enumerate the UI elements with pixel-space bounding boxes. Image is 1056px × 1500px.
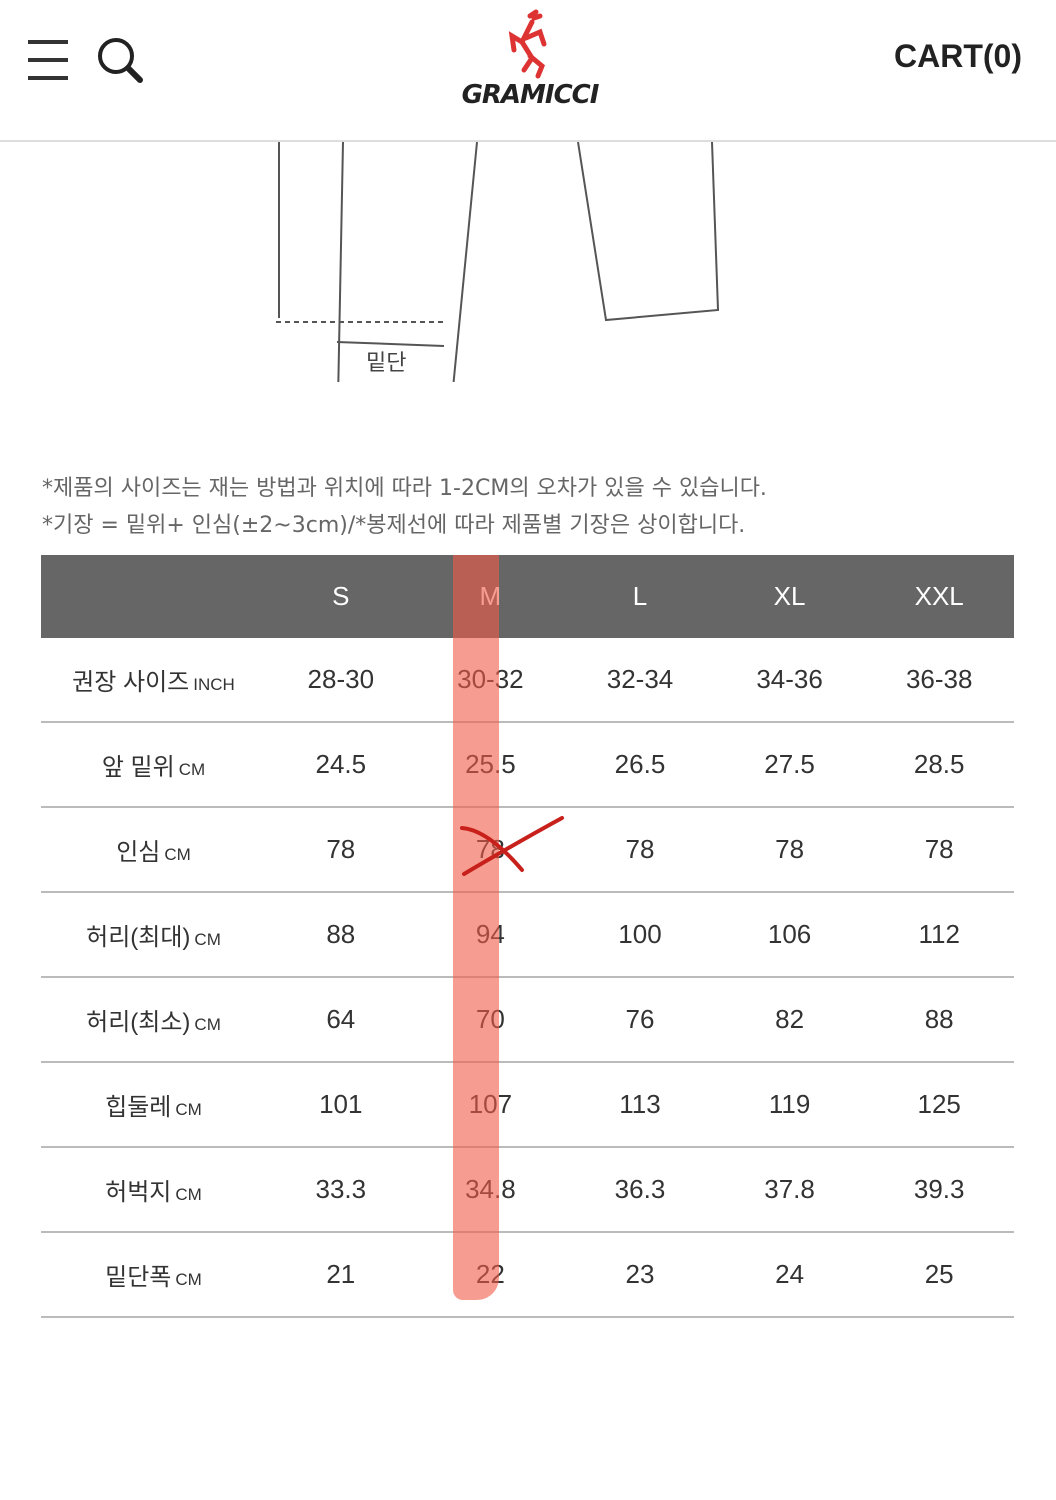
column-header: XL xyxy=(714,555,865,638)
row-label: 허리(최소) CM xyxy=(41,977,266,1063)
size-cell: 27.5 xyxy=(714,722,865,808)
row-unit: CM xyxy=(194,1015,221,1034)
row-label-text: 앞 밑위 xyxy=(101,754,175,781)
size-cell: 28-30 xyxy=(266,638,416,723)
row-label-text: 밑단폭 xyxy=(105,1264,172,1291)
size-cell: 119 xyxy=(714,1062,865,1148)
size-cell: 23 xyxy=(565,1232,715,1318)
site-header: GRAMICCI CART(0) xyxy=(0,0,1056,142)
size-cell: 24 xyxy=(714,1232,865,1318)
size-cell: 78 xyxy=(565,807,715,893)
row-label: 권장 사이즈 INCH xyxy=(41,638,266,723)
size-cell: 101 xyxy=(266,1062,416,1148)
cross-mark-annotation xyxy=(460,816,564,876)
row-label: 허벅지 CM xyxy=(41,1147,266,1233)
running-man-logo-icon xyxy=(508,9,547,79)
size-cell: 21 xyxy=(266,1232,416,1318)
size-cell: 33.3 xyxy=(266,1147,416,1233)
row-label-text: 힙둘레 xyxy=(105,1094,172,1121)
size-cell: 78 xyxy=(714,807,865,893)
row-label: 밑단폭 CM xyxy=(41,1232,266,1318)
size-cell: 36-38 xyxy=(864,638,1014,723)
row-label-text: 허리(최대) xyxy=(86,924,191,951)
size-cell: 39.3 xyxy=(864,1147,1014,1233)
hem-label: 밑단 xyxy=(366,351,406,376)
table-row: 힙둘레CM101107113119125 xyxy=(41,1062,1014,1148)
logo-text: GRAMICCI xyxy=(461,80,600,110)
row-unit: CM xyxy=(175,1185,202,1204)
row-label: 앞 밑위 CM xyxy=(41,722,266,808)
size-cell: 36.3 xyxy=(565,1147,715,1233)
size-cell: 88 xyxy=(864,977,1014,1063)
size-cell: 25 xyxy=(864,1232,1014,1318)
size-cell: 82 xyxy=(714,977,865,1063)
table-row: 밑단폭CM2122232425 xyxy=(41,1232,1014,1318)
table-row: 허리(최소)CM6470768288 xyxy=(41,977,1014,1063)
size-cell: 78 xyxy=(864,807,1014,893)
row-unit: CM xyxy=(164,845,191,864)
size-cell: 24.5 xyxy=(266,722,416,808)
gramicci-logo[interactable]: GRAMICCI xyxy=(460,8,600,110)
size-cell: 26.5 xyxy=(565,722,715,808)
row-label: 인심 CM xyxy=(41,807,266,893)
row-label-text: 허벅지 xyxy=(105,1179,172,1206)
column-header: L xyxy=(565,555,715,638)
column-header: S xyxy=(266,555,416,638)
row-label-text: 허리(최소) xyxy=(86,1009,191,1036)
size-cell: 88 xyxy=(266,892,416,978)
size-cell: 113 xyxy=(565,1062,715,1148)
size-cell: 125 xyxy=(864,1062,1014,1148)
size-cell: 78 xyxy=(266,807,416,893)
row-label-text: 권장 사이즈 xyxy=(72,669,190,696)
search-icon[interactable] xyxy=(96,36,146,86)
size-cell: 106 xyxy=(714,892,865,978)
menu-icon[interactable] xyxy=(28,40,70,80)
table-row: 허리(최대)CM8894100106112 xyxy=(41,892,1014,978)
size-cell: 28.5 xyxy=(864,722,1014,808)
size-cell: 37.8 xyxy=(714,1147,865,1233)
size-cell: 34-36 xyxy=(714,638,865,723)
row-unit: CM xyxy=(178,760,206,779)
row-unit: CM xyxy=(175,1100,202,1119)
note-line: *기장 = 밑위+ 인심(±2~3cm)/*봉제선에 따라 제품별 기장은 상이… xyxy=(42,513,746,538)
highlight-marker-m-column xyxy=(453,555,499,1300)
size-cell: 100 xyxy=(565,892,715,978)
size-cell: 32-34 xyxy=(565,638,715,723)
table-row: 인심CM7878787878 xyxy=(41,807,1014,893)
size-notes: *제품의 사이즈는 재는 방법과 위치에 따라 1-2CM의 오차가 있을 수 … xyxy=(42,470,767,544)
row-label-text: 인심 xyxy=(116,839,161,866)
row-label: 힙둘레 CM xyxy=(41,1062,266,1148)
row-unit: INCH xyxy=(193,675,235,694)
row-label: 허리(최대) CM xyxy=(41,892,266,978)
size-cell: 64 xyxy=(266,977,416,1063)
size-cell: 112 xyxy=(864,892,1014,978)
size-chart-table: SMLXLXXL 권장 사이즈INCH28-3030-3232-3434-363… xyxy=(41,555,1014,1318)
cart-button[interactable]: CART(0) xyxy=(894,38,1022,74)
column-header: XXL xyxy=(864,555,1014,638)
pants-diagram: 밑단 xyxy=(276,142,720,382)
note-line: *제품의 사이즈는 재는 방법과 위치에 따라 1-2CM의 오차가 있을 수 … xyxy=(42,476,767,501)
size-cell: 76 xyxy=(565,977,715,1063)
row-unit: CM xyxy=(175,1270,202,1289)
row-unit: CM xyxy=(194,930,221,949)
column-header xyxy=(41,555,266,638)
